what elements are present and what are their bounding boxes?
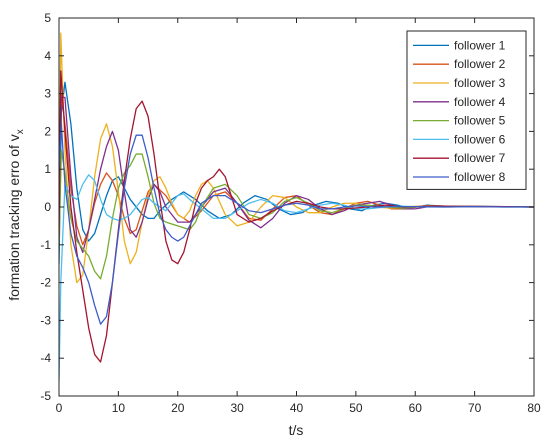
- legend-label-6: follower 6: [454, 132, 506, 146]
- x-tick-label: 20: [171, 401, 185, 415]
- y-tick-label: 2: [44, 124, 51, 138]
- legend-label-4: follower 4: [454, 95, 506, 109]
- x-tick-label: 40: [290, 401, 304, 415]
- y-axis-label-main: formation tracking erro of v: [6, 134, 22, 301]
- series-line-1: [59, 81, 534, 264]
- legend-label-7: follower 7: [454, 151, 506, 165]
- legend-label-5: follower 5: [454, 114, 506, 128]
- series-line-2: [59, 92, 534, 246]
- x-tick-label: 60: [409, 401, 423, 415]
- x-tick-label: 50: [349, 401, 363, 415]
- y-axis-label: formation tracking erro of vx: [6, 129, 26, 301]
- y-tick-label: 4: [44, 49, 51, 63]
- series-line-5: [59, 149, 534, 280]
- axes: 0 10 20 30 40 50 60 70 80 -5 -4 -3 -2 -1 0 1 2 3 4 5: [40, 11, 541, 415]
- y-axis-label-subscript: x: [15, 129, 26, 134]
- y-tick-label: -1: [40, 238, 51, 252]
- y-tick-label: -3: [40, 313, 51, 327]
- x-tick-label: 80: [527, 401, 541, 415]
- legend-label-2: follower 2: [454, 57, 506, 71]
- legend-label-1: follower 1: [454, 38, 506, 52]
- legend-label-3: follower 3: [454, 76, 506, 90]
- y-tick-label: 5: [44, 11, 51, 25]
- x-tick-label: 10: [112, 401, 126, 415]
- legend-box: [406, 30, 527, 190]
- y-tick-label: 0: [44, 200, 51, 214]
- y-tick-label: 3: [44, 87, 51, 101]
- series-line-7: [59, 70, 534, 363]
- y-tick-label: -4: [40, 351, 51, 365]
- legend: follower 1 follower 2 follower 3 follower 4…: [406, 30, 527, 190]
- x-tick-label: 0: [56, 401, 63, 415]
- plot-area: [59, 32, 534, 381]
- x-tick-label: 70: [468, 401, 482, 415]
- x-tick-label: 30: [230, 401, 244, 415]
- series-line-3: [59, 32, 534, 284]
- x-axis-label: t/s: [289, 422, 304, 438]
- legend-label-8: follower 8: [454, 170, 506, 184]
- series-line-8: [59, 123, 534, 325]
- y-tick-label: -2: [40, 276, 51, 290]
- y-tick-label: -5: [40, 389, 51, 403]
- y-tick-label: 1: [44, 162, 51, 176]
